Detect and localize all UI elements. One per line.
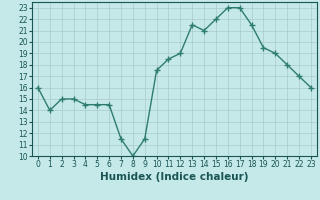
X-axis label: Humidex (Indice chaleur): Humidex (Indice chaleur)	[100, 172, 249, 182]
